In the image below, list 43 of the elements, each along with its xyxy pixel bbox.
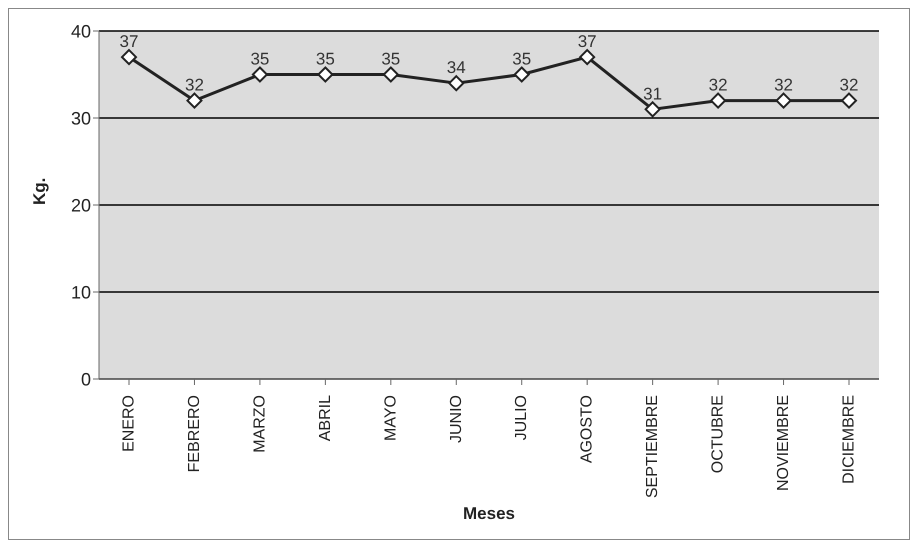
point: [579, 49, 596, 66]
data-label: 37: [578, 32, 597, 52]
x-tick-label: ENERO: [120, 395, 138, 452]
point: [186, 92, 202, 109]
data-label: 32: [184, 76, 204, 95]
point: [121, 49, 137, 66]
point: [776, 92, 792, 109]
point: [514, 66, 530, 82]
x-tick-label: ABRIL: [316, 394, 334, 442]
x-tick-label: JULIO: [513, 395, 530, 440]
point: [841, 92, 857, 109]
y-tick-label: 30: [70, 108, 91, 128]
point: [448, 75, 464, 92]
data-label: 31: [643, 84, 662, 104]
data-label: 35: [316, 50, 335, 68]
x-tick-label: AGOSTO: [578, 395, 596, 464]
data-label: 37: [120, 32, 138, 52]
data-label: 32: [708, 76, 728, 95]
data-label: 32: [840, 76, 858, 95]
x-tick-label: DICIEMBRE: [840, 395, 858, 484]
x-tick-label: NOVIEMBRE: [775, 395, 792, 492]
data-label: 35: [381, 50, 400, 68]
x-tick-label: MAYO: [382, 395, 400, 441]
x-tick-label: FEBRERO: [186, 395, 203, 472]
point: [710, 92, 726, 109]
y-tick-label: 20: [70, 195, 91, 216]
y-tick-label: 10: [70, 282, 91, 302]
x-tick-label: JUNIO: [448, 395, 465, 443]
point: [252, 66, 268, 82]
y-axis-title: Kg.: [30, 178, 50, 205]
point: [382, 66, 399, 82]
y-tick-label: 0: [80, 369, 91, 390]
data-label: 35: [512, 50, 532, 68]
x-axis-title: Meses: [463, 504, 515, 523]
x-tick-label: SEPTIEMBRE: [644, 395, 662, 498]
x-tick-label: OCTUBRE: [710, 395, 727, 474]
y-tick-label: 40: [70, 21, 91, 42]
point: [317, 66, 334, 82]
data-label: 34: [446, 58, 466, 78]
data-label: 32: [774, 76, 794, 95]
point: [644, 101, 661, 118]
x-tick-label: MARZO: [251, 395, 268, 453]
data-label: 35: [250, 50, 270, 68]
